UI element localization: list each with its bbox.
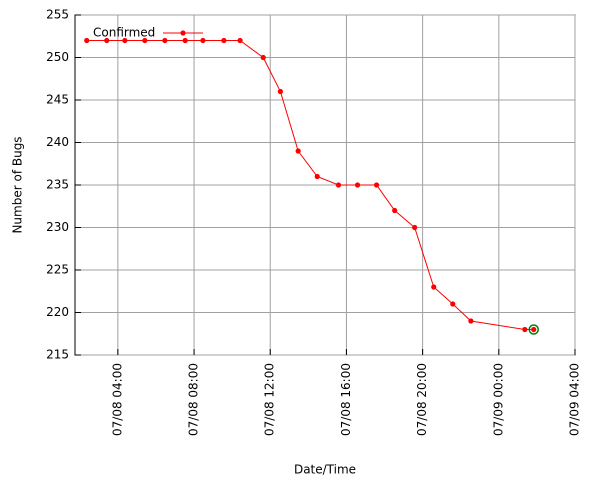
x-tick-label: 07/08 08:00 bbox=[187, 363, 201, 436]
point bbox=[450, 301, 456, 307]
x-tick-label: 07/09 04:00 bbox=[568, 363, 582, 436]
point bbox=[200, 37, 206, 44]
x-tick-label: 07/08 12:00 bbox=[263, 363, 277, 436]
point bbox=[392, 207, 398, 214]
point bbox=[277, 88, 283, 95]
legend-label: Confirmed bbox=[93, 26, 155, 40]
x-tick-label: 07/09 00:00 bbox=[491, 363, 505, 436]
x-tick-label: 07/08 04:00 bbox=[110, 363, 124, 436]
point bbox=[162, 37, 168, 44]
point bbox=[314, 173, 320, 180]
y-tick-label: 235 bbox=[46, 178, 69, 192]
y-tick-label: 230 bbox=[46, 220, 69, 234]
point bbox=[354, 182, 361, 188]
y-tick-label: 215 bbox=[46, 348, 69, 362]
y-tick-label: 245 bbox=[46, 93, 69, 107]
point bbox=[84, 37, 90, 44]
point bbox=[104, 37, 110, 44]
point bbox=[182, 37, 188, 44]
x-tick-label: 07/08 16:00 bbox=[339, 363, 353, 436]
y-tick-label: 250 bbox=[46, 50, 69, 64]
point bbox=[260, 54, 266, 61]
y-axis-label: Number of Bugs bbox=[11, 136, 25, 233]
point bbox=[142, 37, 148, 44]
point bbox=[412, 224, 418, 231]
y-tick-label: 255 bbox=[46, 8, 69, 22]
point bbox=[335, 182, 342, 188]
point bbox=[295, 148, 301, 154]
last-point-highlight bbox=[528, 324, 539, 335]
y-tick-label: 220 bbox=[46, 305, 69, 319]
point bbox=[468, 318, 474, 324]
point bbox=[431, 284, 437, 290]
x-tick-label: 07/08 20:00 bbox=[415, 363, 429, 436]
y-tick-label: 240 bbox=[46, 135, 69, 149]
point bbox=[531, 326, 537, 333]
point bbox=[373, 182, 380, 188]
point bbox=[122, 37, 128, 44]
point bbox=[522, 326, 528, 333]
point bbox=[237, 37, 243, 44]
legend-marker bbox=[180, 30, 186, 36]
y-tick-label: 225 bbox=[46, 263, 69, 277]
point bbox=[221, 37, 227, 44]
x-axis-label: Date/Time bbox=[294, 463, 356, 477]
